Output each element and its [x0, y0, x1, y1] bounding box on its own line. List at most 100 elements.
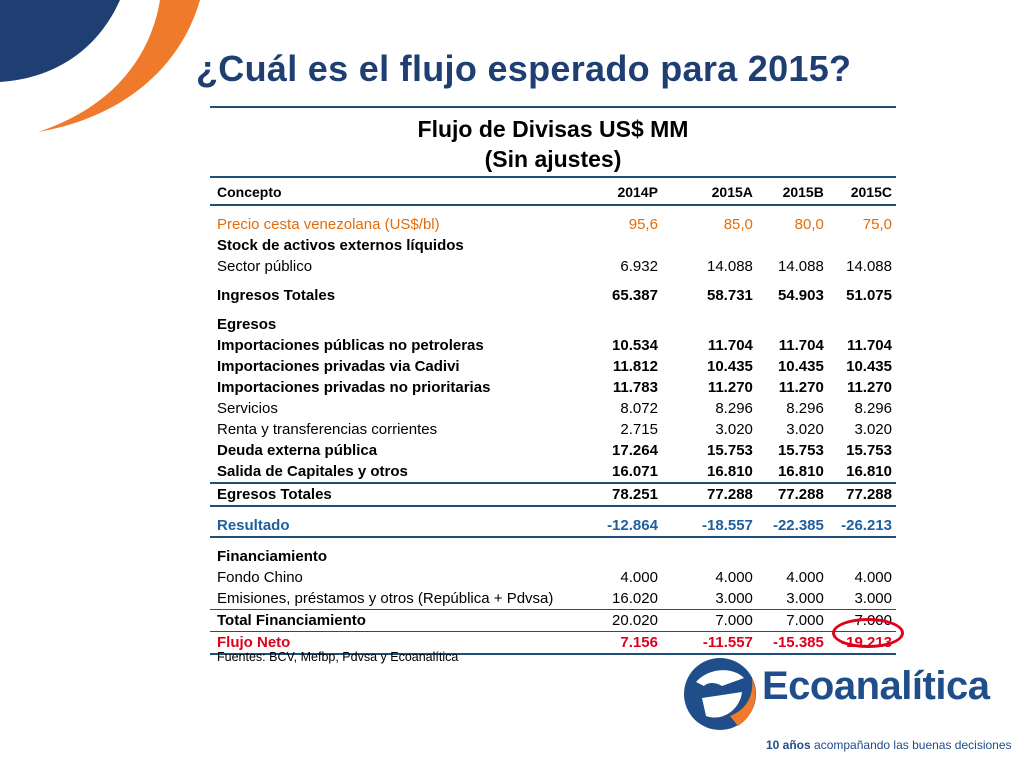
cell-value: 15.753: [707, 442, 753, 459]
cell-value: 11.704: [846, 337, 892, 354]
cell-value: 7.000: [756, 609, 828, 632]
row-label: Salida de Capitales y otros: [217, 463, 408, 480]
ecoanalitica-logo-icon: [684, 658, 756, 730]
cell-value: 65.387: [612, 287, 658, 304]
cell-value: 4.000: [786, 569, 824, 586]
cell-value: 11.812: [612, 358, 658, 375]
cell-value: 58.731: [707, 287, 753, 304]
table-row: Importaciones públicas no petroleras 10.…: [210, 335, 896, 356]
table-subtitle: (Sin ajustes): [484, 146, 622, 172]
row-label: Resultado: [210, 515, 583, 538]
table-row: Emisiones, préstamos y otros (República …: [210, 588, 896, 610]
highlight-circle: [832, 618, 904, 648]
cell-value: 4.000: [715, 569, 753, 586]
table-row-result: Resultado -12.864 -18.557 -22.385 -26.21…: [210, 515, 896, 538]
row-label: Egresos Totales: [210, 482, 583, 507]
cell-value: 6.932: [620, 258, 658, 275]
table-row: Precio cesta venezolana (US$/bl) 95,6 85…: [210, 214, 896, 235]
cell-value: 2.715: [620, 421, 658, 438]
header-2015a: 2015A: [661, 180, 757, 206]
cell-value: -22.385: [756, 515, 828, 538]
cell-value: 11.270: [778, 379, 824, 396]
table-row: Stock de activos externos líquidos: [210, 235, 896, 256]
cell-value: 14.088: [707, 258, 753, 275]
cell-value: 3.000: [715, 590, 753, 607]
cell-value: 11.704: [707, 337, 753, 354]
cell-value: -15.385: [756, 631, 828, 655]
table-row: Renta y transferencias corrientes 2.715 …: [210, 419, 896, 440]
cell-value: 85,0: [723, 216, 753, 233]
cell-value: 7.156: [582, 631, 662, 655]
row-label: Flujo Neto: [210, 631, 583, 655]
cell-value: 20.020: [582, 609, 662, 632]
cell-value: 4.000: [620, 569, 658, 586]
table-row: Sector público 6.932 14.088 14.088 14.08…: [210, 256, 896, 277]
cell-value: 16.071: [612, 463, 658, 480]
brand-tagline: 10 años acompañando las buenas decisione…: [766, 738, 1012, 752]
cell-value: 75,0: [862, 216, 892, 233]
cell-value: 77.288: [661, 482, 757, 507]
table-row: Deuda externa pública 17.264 15.753 15.7…: [210, 440, 896, 461]
cell-value: 16.810: [707, 463, 753, 480]
row-label: Sector público: [217, 258, 313, 275]
cell-value: 77.288: [827, 482, 896, 507]
cell-value: -11.557: [661, 631, 757, 655]
cell-value: 4.000: [854, 569, 892, 586]
cell-value: 51.075: [846, 287, 892, 304]
tagline-text: acompañando las buenas decisiones: [810, 738, 1012, 752]
row-label: Precio cesta venezolana (US$/bl): [217, 216, 440, 233]
cell-value: 3.020: [786, 421, 824, 438]
cell-value: 80,0: [794, 216, 824, 233]
row-label: Servicios: [217, 400, 278, 417]
cell-value: 17.264: [612, 442, 658, 459]
cell-value: 54.903: [777, 287, 824, 304]
table-row: Servicios 8.072 8.296 8.296 8.296: [210, 398, 896, 419]
cell-value: -12.864: [582, 515, 662, 538]
row-label: Total Financiamiento: [210, 609, 583, 632]
table-title: Flujo de Divisas US$ MM: [417, 116, 689, 142]
cell-value: 8.296: [715, 400, 753, 417]
table-row: Importaciones privadas no prioritarias 1…: [210, 377, 896, 398]
row-label: Stock de activos externos líquidos: [217, 237, 464, 254]
brand-name: Ecoanalítica: [762, 664, 990, 708]
cell-value: 7.000: [661, 609, 757, 632]
cell-value: 14.088: [777, 258, 824, 275]
row-label: Importaciones privadas via Cadivi: [217, 358, 460, 375]
row-label: Fondo Chino: [217, 569, 303, 586]
cell-value: 10.435: [846, 358, 892, 375]
table-top-rule: [210, 176, 896, 178]
table-row: Salida de Capitales y otros 16.071 16.81…: [210, 461, 896, 483]
cell-value: 3.020: [854, 421, 892, 438]
table-row: Egresos: [210, 314, 896, 335]
table-row: Importaciones privadas via Cadivi 11.812…: [210, 356, 896, 377]
table-row: Fondo Chino 4.000 4.000 4.000 4.000: [210, 567, 896, 588]
cell-value: 10.435: [777, 358, 824, 375]
header-2015b: 2015B: [756, 180, 828, 206]
cell-value: 10.534: [612, 337, 658, 354]
cell-value: 3.000: [786, 590, 824, 607]
row-label: Deuda externa pública: [217, 442, 378, 459]
table-row: Ingresos Totales 65.387 58.731 54.903 51…: [210, 285, 896, 306]
sources-footnote: Fuentes: BCV, Mefbp, Pdvsa y Ecoanalític…: [217, 650, 459, 664]
cell-value: 16.810: [777, 463, 824, 480]
row-label: Emisiones, préstamos y otros (República …: [217, 590, 554, 607]
cell-value: -26.213: [827, 515, 896, 538]
table-row: Financiamiento: [210, 546, 896, 567]
cell-value: 16.020: [612, 590, 658, 607]
cell-value: 11.270: [846, 379, 892, 396]
row-label: Renta y transferencias corrientes: [217, 421, 438, 438]
corner-swoosh-decoration: [0, 0, 200, 132]
header-2014p: 2014P: [582, 180, 662, 206]
tagline-years: 10 años: [766, 738, 811, 752]
cell-value: 95,6: [628, 216, 658, 233]
row-label: Egresos: [217, 316, 277, 333]
cell-value: 11.704: [778, 337, 824, 354]
row-label: Importaciones públicas no petroleras: [217, 337, 484, 354]
cell-value: -18.557: [661, 515, 757, 538]
cell-value: 10.435: [707, 358, 753, 375]
cell-value: 3.000: [854, 590, 892, 607]
currency-flow-table: Concepto 2014P 2015A 2015B 2015C Precio …: [210, 180, 896, 655]
table-header-row: Concepto 2014P 2015A 2015B 2015C: [210, 180, 896, 206]
table-row-total: Total Financiamiento 20.020 7.000 7.000 …: [210, 609, 896, 632]
table-row-total: Egresos Totales 78.251 77.288 77.288 77.…: [210, 482, 896, 507]
